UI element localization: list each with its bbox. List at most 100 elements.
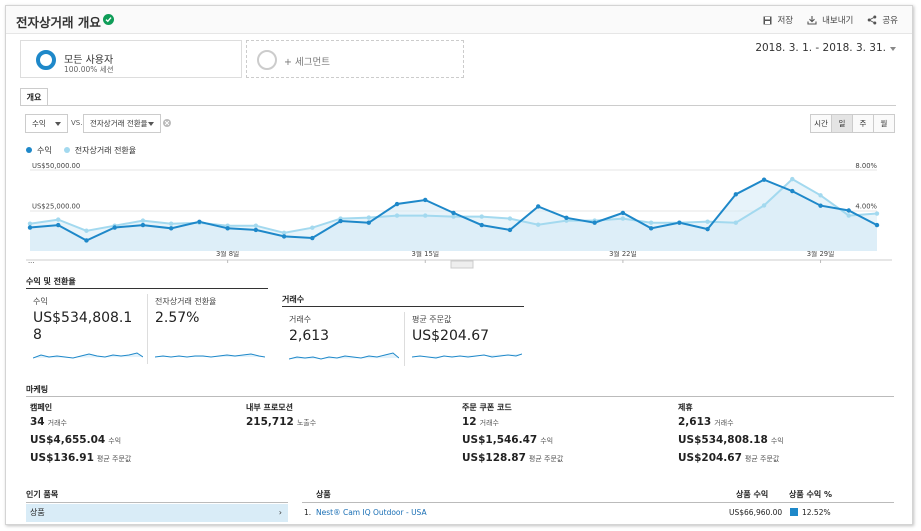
conversion-point bbox=[140, 218, 146, 223]
export-button[interactable]: 내보내기 bbox=[807, 14, 853, 26]
legend-conversion[interactable]: 전자상거래 전환율 bbox=[63, 145, 136, 156]
revenue-point bbox=[310, 235, 315, 241]
kpi-avg-order[interactable]: 평균 주문값 US$204.67 bbox=[405, 308, 525, 368]
revenue-point bbox=[225, 226, 230, 231]
conversion-point bbox=[761, 203, 767, 208]
report-frame: 전자상거래 개요 저장 내보내기 공유 모든 사용자 100.00% 세션 + … bbox=[5, 5, 913, 525]
conversion-point bbox=[536, 222, 541, 227]
granularity-toggle: 시간 일 주 월 bbox=[810, 114, 895, 133]
remove-metric-icon[interactable] bbox=[163, 119, 171, 127]
conversion-point bbox=[479, 214, 484, 219]
revenue-point bbox=[648, 226, 654, 231]
column-header-share[interactable]: 상품 수익 % bbox=[789, 490, 833, 499]
metric-row: US$4,655.04 수익 bbox=[30, 434, 122, 446]
column-header-revenue[interactable]: 상품 수익 bbox=[736, 490, 769, 499]
revenue-point bbox=[84, 238, 89, 243]
granularity-month[interactable]: 월 bbox=[873, 114, 895, 133]
metric-row: US$534,808.18 수익 bbox=[678, 434, 784, 446]
marketing-campaign[interactable]: 캠페인 34 거래수 US$4,655.04 수익 US$136.91 평균 주문값 bbox=[30, 402, 230, 464]
x-tick-label: 3월 15일 bbox=[411, 249, 439, 258]
popular-divider bbox=[26, 502, 288, 503]
revenue-point bbox=[140, 222, 146, 228]
line-chart: US$50,000.00 US$25,000.00 8.00% 4.00% 3월 8일 3… bbox=[26, 162, 892, 269]
revenue-point bbox=[592, 220, 597, 225]
column-title: 캠페인 bbox=[30, 403, 53, 412]
sparkline bbox=[412, 353, 522, 359]
share-button[interactable]: 공유 bbox=[867, 14, 898, 26]
chart-legend: 수익 전자상거래 전환율 bbox=[26, 145, 136, 156]
product-link[interactable]: Nest® Cam IQ Outdoor - USA bbox=[316, 508, 427, 517]
revenue-point bbox=[253, 227, 259, 233]
product-share: 12.52% bbox=[802, 508, 831, 517]
chevron-down-icon[interactable] bbox=[890, 47, 896, 51]
metric-row: US$1,546.47 수익 bbox=[462, 434, 554, 446]
x-tick-label: 3월 29일 bbox=[807, 249, 835, 258]
marketing-affiliate[interactable]: 제휴 2,613 거래수 US$534,808.18 수익 US$204.67 평균 … bbox=[678, 402, 878, 464]
conversion-point bbox=[253, 223, 259, 228]
metric2-select[interactable]: 전자상거래 전환율 bbox=[83, 114, 161, 133]
conversion-point bbox=[818, 193, 823, 198]
revenue-point bbox=[197, 219, 202, 225]
page-title: 전자상거래 개요 bbox=[16, 15, 101, 30]
share-bar bbox=[790, 508, 798, 516]
revenue-point bbox=[394, 201, 400, 207]
conversion-point bbox=[84, 228, 89, 233]
kpi-label: 거래수 bbox=[289, 315, 312, 324]
conversion-point bbox=[846, 213, 851, 218]
kpi-label: 평균 주문값 bbox=[412, 315, 452, 324]
conversion-point bbox=[620, 216, 626, 221]
revenue-point bbox=[56, 222, 61, 228]
segment-name: 모든 사용자 bbox=[64, 55, 114, 66]
column-header-product[interactable]: 상품 bbox=[316, 490, 331, 499]
add-segment-button[interactable]: + 세그먼트 bbox=[246, 40, 464, 78]
conversion-point bbox=[705, 219, 710, 224]
tab-overview[interactable]: 개요 bbox=[20, 88, 48, 106]
sparkline bbox=[289, 352, 399, 360]
y-right-tick-label: 8.00% bbox=[855, 162, 877, 170]
date-range-picker[interactable]: 2018. 3. 1. - 2018. 3. 31. bbox=[755, 42, 886, 54]
column-title: 내부 프로모션 bbox=[246, 403, 293, 412]
granularity-week[interactable]: 주 bbox=[852, 114, 874, 133]
chevron-right-icon: › bbox=[278, 508, 282, 517]
metric-row: 12 거래수 bbox=[462, 416, 499, 428]
kpi-value: 2,613 bbox=[289, 328, 330, 344]
save-button[interactable]: 저장 bbox=[763, 14, 793, 26]
segment-all-users[interactable]: 모든 사용자 100.00% 세션 bbox=[20, 40, 242, 78]
product-revenue: US$66,960.00 bbox=[729, 508, 783, 517]
segment-sub: 100.00% 세션 bbox=[64, 65, 114, 74]
revenue-point bbox=[168, 226, 174, 231]
marketing-internal-promotion[interactable]: 내부 프로모션 215,712 노출수 bbox=[246, 402, 446, 428]
conversion-point bbox=[394, 213, 400, 218]
revenue-point bbox=[818, 203, 823, 208]
save-label: 저장 bbox=[777, 16, 794, 26]
revenue-point bbox=[507, 227, 513, 233]
y-right-tick-label: 4.00% bbox=[855, 203, 877, 211]
kpi-label: 전자상거래 전환율 bbox=[155, 297, 217, 306]
vs-label: VS. bbox=[71, 119, 83, 127]
popular-item-product[interactable]: 상품 › bbox=[26, 504, 288, 522]
verified-check-icon bbox=[103, 14, 114, 25]
kpi-conversion[interactable]: 전자상거래 전환율 2.57% bbox=[148, 290, 270, 366]
kpi-transactions[interactable]: 거래수 2,613 bbox=[282, 308, 404, 368]
revenue-point bbox=[620, 210, 626, 216]
revenue-point bbox=[677, 220, 682, 225]
conversion-point bbox=[648, 220, 654, 225]
marketing-divider bbox=[26, 396, 894, 397]
revenue-point bbox=[761, 177, 767, 182]
legend-revenue[interactable]: 수익 bbox=[26, 145, 52, 156]
revenue-point bbox=[451, 210, 456, 216]
section-line bbox=[282, 306, 524, 307]
report-header: 전자상거래 개요 저장 내보내기 공유 bbox=[6, 6, 912, 34]
kpi-revenue[interactable]: 수익 US$534,808.18 bbox=[26, 290, 146, 366]
table-divider bbox=[302, 502, 894, 503]
granularity-day[interactable]: 일 bbox=[831, 114, 853, 133]
metric1-select[interactable]: 수익 bbox=[25, 114, 68, 133]
popular-items-title: 인기 품목 bbox=[26, 490, 59, 499]
metric-row: 34 거래수 bbox=[30, 416, 67, 428]
revenue-point bbox=[423, 197, 428, 203]
conversion-point bbox=[790, 176, 795, 182]
granularity-hour[interactable]: 시간 bbox=[810, 114, 832, 133]
marketing-coupon-code[interactable]: 주문 쿠폰 코드 12 거래수 US$1,546.47 수익 US$128.87 평균… bbox=[462, 402, 662, 464]
marketing-title: 마케팅 bbox=[26, 385, 49, 394]
revenue-point bbox=[874, 222, 880, 228]
